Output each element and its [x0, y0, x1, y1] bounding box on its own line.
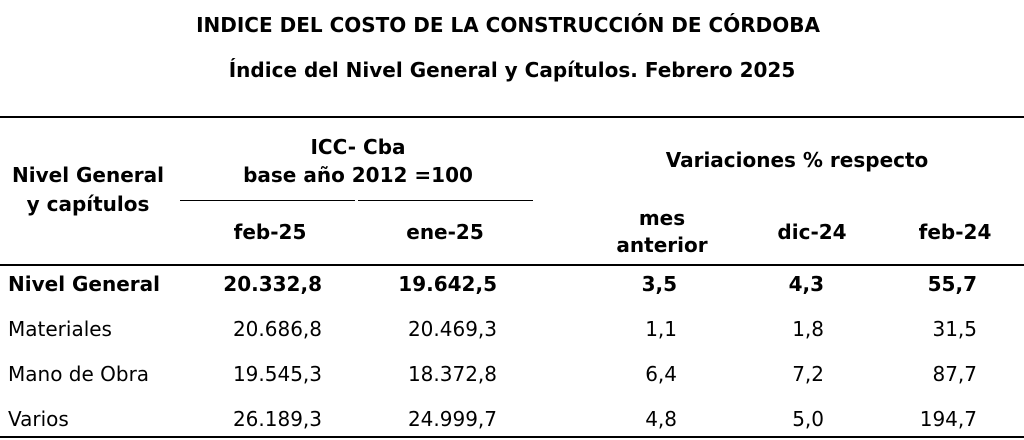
cell: 87,7	[932, 362, 977, 386]
group-header: ICC- Cba	[310, 135, 406, 159]
cell: 20.332,8	[223, 272, 322, 296]
column-header: mes	[638, 206, 686, 230]
cell: 18.372,8	[407, 362, 497, 386]
row-header: y capítulos	[26, 192, 150, 216]
group-header: Variaciones % respecto	[665, 148, 929, 172]
cell: 4,3	[788, 272, 824, 296]
row-label: Materiales	[8, 317, 112, 341]
cell: 1,8	[792, 317, 824, 341]
title: INDICE DEL COSTO DE LA CONSTRUCCIÓN DE C…	[196, 13, 820, 37]
column-header: anterior	[616, 233, 708, 257]
rule	[358, 200, 533, 201]
cell: 6,4	[645, 362, 677, 386]
rule	[180, 200, 355, 201]
group-header: base año 2012 =100	[243, 163, 473, 187]
row-header: Nivel General	[11, 163, 165, 187]
row-label: Nivel General	[8, 272, 161, 296]
rule	[0, 436, 1024, 438]
column-header: feb-25	[233, 220, 307, 244]
cell: 4,8	[645, 407, 677, 431]
row-label: Mano de Obra	[8, 362, 150, 386]
cell: 31,5	[932, 317, 977, 341]
cell: 20.686,8	[232, 317, 322, 341]
cell: 20.469,3	[407, 317, 497, 341]
cell: 55,7	[927, 272, 977, 296]
cell: 5,0	[792, 407, 824, 431]
cell: 3,5	[641, 272, 677, 296]
row-label: Varios	[8, 407, 69, 431]
column-header: ene-25	[406, 220, 484, 244]
cell: 194,7	[919, 407, 977, 431]
cell: 1,1	[645, 317, 677, 341]
cell: 26.189,3	[232, 407, 322, 431]
subtitle: Índice del Nivel General y Capítulos. Fe…	[228, 58, 796, 82]
column-header: feb-24	[918, 220, 992, 244]
cell: 19.545,3	[232, 362, 322, 386]
cell: 19.642,5	[398, 272, 497, 296]
column-header: dic-24	[777, 220, 847, 244]
cell: 24.999,7	[407, 407, 497, 431]
rule	[0, 264, 1024, 266]
rule	[0, 116, 1024, 118]
cell: 7,2	[792, 362, 824, 386]
